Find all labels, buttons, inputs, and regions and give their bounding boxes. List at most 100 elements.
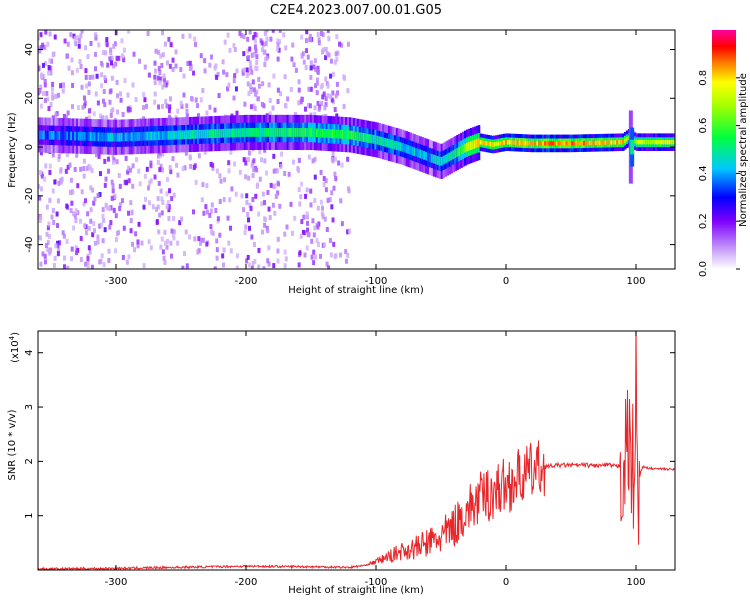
noise-cell <box>159 188 163 194</box>
noise-cell <box>279 91 283 97</box>
noise-cell <box>241 70 245 76</box>
noise-cell <box>322 176 326 182</box>
ridge-cell <box>167 130 171 140</box>
ridge-cell <box>573 141 576 146</box>
noise-cell <box>92 111 96 117</box>
noise-cell <box>300 181 304 187</box>
noise-cell <box>38 88 42 94</box>
noise-cell <box>93 196 97 202</box>
noise-cell <box>331 217 335 223</box>
noise-cell <box>161 151 165 157</box>
noise-cell <box>101 50 105 56</box>
ridge-cell <box>272 128 276 137</box>
noise-cell <box>171 156 175 162</box>
noise-cell <box>59 179 63 185</box>
ridge-cell <box>514 140 518 145</box>
noise-cell <box>331 158 335 164</box>
noise-cell <box>221 262 225 268</box>
noise-cell <box>297 87 301 93</box>
svg-text:(x104): (x104) <box>8 332 21 363</box>
noise-cell <box>250 69 254 75</box>
noise-cell <box>225 72 229 78</box>
ridge-cell <box>208 129 212 139</box>
noise-cell <box>193 163 197 169</box>
noise-cell <box>174 49 178 55</box>
noise-cell <box>49 58 53 64</box>
noise-cell <box>98 171 102 177</box>
noise-cell <box>71 104 75 110</box>
noise-cell <box>44 242 48 248</box>
colorbar-label: Normalized spectral amplitude <box>738 73 749 227</box>
noise-cell <box>51 208 55 214</box>
ridge-cell <box>179 130 182 140</box>
ridge-cell <box>292 128 296 137</box>
noise-cell <box>70 256 74 262</box>
ridge-cell <box>360 132 364 142</box>
noise-cell <box>158 77 162 83</box>
ridge-cell <box>161 131 165 140</box>
ridge-cell <box>670 139 674 145</box>
noise-cell <box>249 104 253 110</box>
noise-cell <box>216 216 220 222</box>
noise-cell <box>122 57 126 63</box>
noise-cell <box>46 240 50 246</box>
noise-cell <box>160 62 164 68</box>
ridge-cell <box>48 130 52 140</box>
noise-cell <box>303 252 307 258</box>
ridge-cell <box>206 129 210 139</box>
ridge-cell <box>333 129 336 139</box>
ridge-cell <box>218 129 221 138</box>
noise-cell <box>276 38 280 44</box>
noise-cell <box>148 200 152 206</box>
ridge-cell <box>668 139 672 145</box>
noise-cell <box>129 167 133 173</box>
noise-cell <box>93 240 97 246</box>
noise-cell <box>196 113 200 119</box>
ridge-cell <box>54 131 58 140</box>
noise-cell <box>71 82 75 88</box>
noise-cell <box>209 208 213 214</box>
ridge-cell <box>489 141 492 147</box>
ridge-cell <box>575 141 578 146</box>
noise-cell <box>255 183 259 189</box>
noise-cell <box>199 241 203 247</box>
noise-cell <box>121 254 125 260</box>
ridge-cell <box>313 128 317 138</box>
noise-cell <box>59 83 63 89</box>
noise-cell <box>298 250 302 256</box>
noise-cell <box>257 83 261 89</box>
noise-cell <box>240 33 244 39</box>
noise-cell <box>142 92 146 98</box>
noise-cell <box>87 81 91 87</box>
y-tick-label: 0 <box>24 144 35 150</box>
noise-cell <box>321 94 325 100</box>
noise-cell <box>297 262 301 268</box>
noise-cell <box>57 240 61 246</box>
noise-cell <box>315 238 319 244</box>
noise-cell <box>164 98 168 104</box>
colorbar-gradient <box>712 30 736 269</box>
noise-cell <box>324 101 328 107</box>
ridge-cell <box>625 137 629 142</box>
noise-cell <box>271 202 275 208</box>
noise-cell <box>182 73 186 79</box>
noise-cell <box>43 44 47 50</box>
ridge-cell <box>335 129 338 139</box>
noise-cell <box>146 30 150 36</box>
noise-cell <box>313 225 317 231</box>
ridge-cell <box>66 131 69 141</box>
noise-cell <box>172 192 176 198</box>
noise-cell <box>340 162 344 168</box>
noise-cell <box>201 182 205 188</box>
noise-cell <box>114 237 118 243</box>
noise-cell <box>165 176 169 182</box>
noise-cell <box>321 32 325 38</box>
ridge-cell <box>132 132 136 142</box>
ridge-cell <box>198 129 202 139</box>
noise-cell <box>330 204 334 210</box>
noise-cell <box>114 213 118 219</box>
noise-cell <box>320 30 324 36</box>
noise-cell <box>170 253 174 259</box>
noise-cell <box>57 247 61 253</box>
noise-cell <box>144 196 148 202</box>
